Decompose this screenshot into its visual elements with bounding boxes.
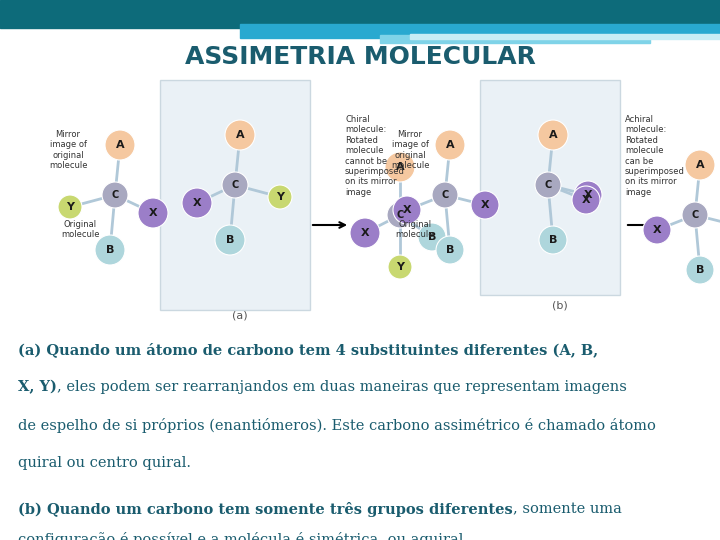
Text: B: B xyxy=(226,235,234,245)
Text: Mirror
image of
original
molecule: Mirror image of original molecule xyxy=(391,130,429,170)
Circle shape xyxy=(643,216,671,244)
Text: X: X xyxy=(584,190,593,200)
Circle shape xyxy=(95,235,125,265)
Text: (b): (b) xyxy=(552,300,568,310)
Circle shape xyxy=(393,196,421,224)
Text: ASSIMETRIA MOLECULAR: ASSIMETRIA MOLECULAR xyxy=(184,45,536,69)
Circle shape xyxy=(388,255,412,279)
Circle shape xyxy=(105,130,135,160)
Text: Y: Y xyxy=(396,262,404,272)
Circle shape xyxy=(539,226,567,254)
Circle shape xyxy=(418,223,446,251)
Circle shape xyxy=(215,225,245,255)
Text: (a): (a) xyxy=(232,310,248,320)
Text: X: X xyxy=(481,200,490,210)
Text: B: B xyxy=(446,245,454,255)
Bar xyxy=(410,34,720,39)
Text: C: C xyxy=(112,190,119,200)
Circle shape xyxy=(436,236,464,264)
Text: A: A xyxy=(549,130,557,140)
Text: , eles podem ser rearranjandos em duas maneiras que representam imagens: , eles podem ser rearranjandos em duas m… xyxy=(57,380,626,394)
Text: Achiral
molecule:
Rotated
molecule
can be
superimposed
on its mirror
image: Achiral molecule: Rotated molecule can b… xyxy=(625,115,685,197)
Text: configuração é possível e a molécula é simétrica, ou aquiral.: configuração é possível e a molécula é s… xyxy=(18,532,468,540)
Polygon shape xyxy=(480,80,620,295)
Text: X: X xyxy=(149,208,157,218)
Text: A: A xyxy=(446,140,454,150)
Text: A: A xyxy=(116,140,125,150)
Text: Mirror
image of
original
molecule: Mirror image of original molecule xyxy=(49,130,87,170)
Text: X: X xyxy=(402,205,411,215)
Text: quiral ou centro quiral.: quiral ou centro quiral. xyxy=(18,456,191,470)
Text: B: B xyxy=(696,265,704,275)
Circle shape xyxy=(685,150,715,180)
Circle shape xyxy=(432,182,458,208)
Text: (b) Quando um carbono tem somente três grupos diferentes: (b) Quando um carbono tem somente três g… xyxy=(18,502,513,517)
Text: X, Y): X, Y) xyxy=(18,380,57,394)
Text: Y: Y xyxy=(66,202,74,212)
Text: X: X xyxy=(361,228,369,238)
Circle shape xyxy=(471,191,499,219)
Circle shape xyxy=(222,172,248,198)
Circle shape xyxy=(682,202,708,228)
Bar xyxy=(380,35,650,43)
Circle shape xyxy=(385,152,415,182)
Text: Original
molecule: Original molecule xyxy=(396,220,434,239)
Polygon shape xyxy=(160,80,310,310)
Circle shape xyxy=(138,198,168,228)
Text: Y: Y xyxy=(276,192,284,202)
Circle shape xyxy=(686,256,714,284)
Text: C: C xyxy=(397,210,404,220)
Text: Original
molecule: Original molecule xyxy=(60,220,99,239)
Text: A: A xyxy=(696,160,704,170)
Text: B: B xyxy=(549,235,557,245)
Text: de espelho de si próprios (enantiómeros). Este carbono assimétrico é chamado áto: de espelho de si próprios (enantiómeros)… xyxy=(18,418,656,433)
Circle shape xyxy=(58,195,82,219)
Circle shape xyxy=(350,218,380,248)
Circle shape xyxy=(182,188,212,218)
Circle shape xyxy=(538,120,568,150)
Circle shape xyxy=(574,181,602,209)
Text: Chiral
molecule:
Rotated
molecule
cannot be
superimposed
on its mirror
image: Chiral molecule: Rotated molecule cannot… xyxy=(345,115,405,197)
Circle shape xyxy=(268,185,292,209)
Text: B: B xyxy=(428,232,436,242)
Text: X: X xyxy=(193,198,202,208)
Text: A: A xyxy=(235,130,244,140)
Text: X: X xyxy=(653,225,661,235)
Circle shape xyxy=(572,186,600,214)
Circle shape xyxy=(535,172,561,198)
Circle shape xyxy=(435,130,465,160)
Circle shape xyxy=(225,120,255,150)
Text: X: X xyxy=(582,195,590,205)
Text: C: C xyxy=(441,190,449,200)
Text: C: C xyxy=(231,180,238,190)
Bar xyxy=(0,0,720,28)
Circle shape xyxy=(387,202,413,228)
Text: (a) Quando um átomo de carbono tem 4 substituintes diferentes (A, B,: (a) Quando um átomo de carbono tem 4 sub… xyxy=(18,342,598,357)
Text: B: B xyxy=(106,245,114,255)
Text: A: A xyxy=(396,162,405,172)
Text: , somente uma: , somente uma xyxy=(513,502,621,516)
Circle shape xyxy=(102,182,128,208)
Text: C: C xyxy=(691,210,698,220)
Text: C: C xyxy=(544,180,552,190)
Bar xyxy=(240,24,720,38)
